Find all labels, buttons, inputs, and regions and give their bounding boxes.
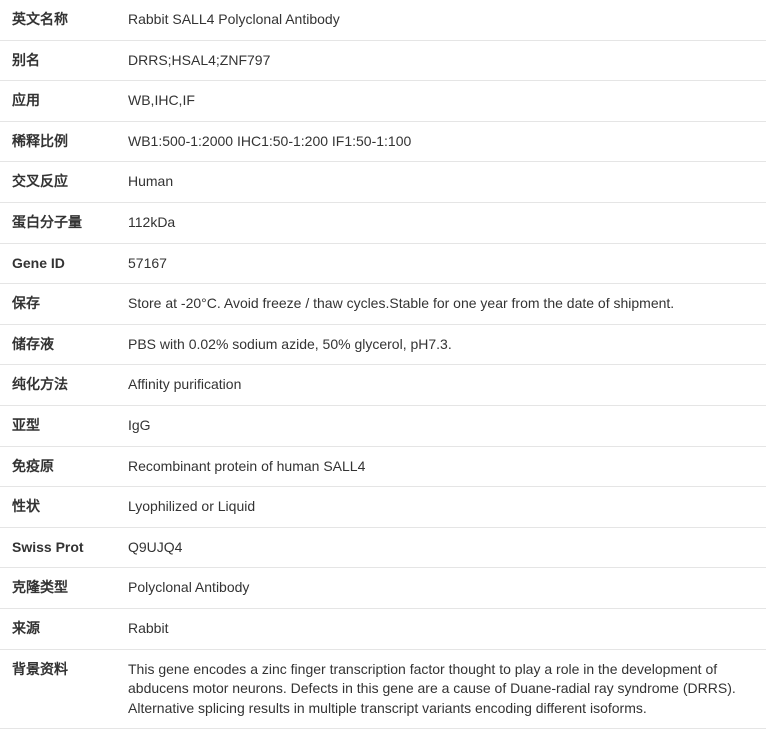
table-row: 英文名称Rabbit SALL4 Polyclonal Antibody xyxy=(0,0,766,41)
row-value: DRRS;HSAL4;ZNF797 xyxy=(128,41,766,81)
row-label: 来源 xyxy=(0,609,128,649)
table-row: 交叉反应Human xyxy=(0,162,766,203)
row-value: IgG xyxy=(128,406,766,446)
row-value: Human xyxy=(128,162,766,202)
row-label: 纯化方法 xyxy=(0,365,128,405)
table-row: 蛋白分子量112kDa xyxy=(0,203,766,244)
row-value: Rabbit SALL4 Polyclonal Antibody xyxy=(128,0,766,40)
row-label: 亚型 xyxy=(0,406,128,446)
row-value: Lyophilized or Liquid xyxy=(128,487,766,527)
row-value: PBS with 0.02% sodium azide, 50% glycero… xyxy=(128,325,766,365)
row-label: Swiss Prot xyxy=(0,528,128,568)
table-row: 来源Rabbit xyxy=(0,609,766,650)
table-row: 克隆类型Polyclonal Antibody xyxy=(0,568,766,609)
table-row: 亚型IgG xyxy=(0,406,766,447)
row-label: 储存液 xyxy=(0,325,128,365)
row-label: 性状 xyxy=(0,487,128,527)
row-value: Store at -20°C. Avoid freeze / thaw cycl… xyxy=(128,284,766,324)
table-row: 背景资料This gene encodes a zinc finger tran… xyxy=(0,650,766,729)
table-row: 免疫原Recombinant protein of human SALL4 xyxy=(0,447,766,488)
table-row: Swiss ProtQ9UJQ4 xyxy=(0,528,766,569)
row-label: 蛋白分子量 xyxy=(0,203,128,243)
row-value: Q9UJQ4 xyxy=(128,528,766,568)
row-label: 英文名称 xyxy=(0,0,128,40)
row-label: 别名 xyxy=(0,41,128,81)
row-label: 稀释比例 xyxy=(0,122,128,162)
row-label: Gene ID xyxy=(0,244,128,284)
row-label: 免疫原 xyxy=(0,447,128,487)
row-value: 112kDa xyxy=(128,203,766,243)
table-row: Gene ID57167 xyxy=(0,244,766,285)
row-value: WB1:500-1:2000 IHC1:50-1:200 IF1:50-1:10… xyxy=(128,122,766,162)
row-value: This gene encodes a zinc finger transcri… xyxy=(128,650,766,729)
row-label: 保存 xyxy=(0,284,128,324)
table-row: 纯化方法Affinity purification xyxy=(0,365,766,406)
row-value: Affinity purification xyxy=(128,365,766,405)
table-row: 应用WB,IHC,IF xyxy=(0,81,766,122)
row-label: 交叉反应 xyxy=(0,162,128,202)
row-value: Polyclonal Antibody xyxy=(128,568,766,608)
row-label: 克隆类型 xyxy=(0,568,128,608)
row-label: 应用 xyxy=(0,81,128,121)
spec-table: 英文名称Rabbit SALL4 Polyclonal Antibody别名DR… xyxy=(0,0,766,729)
row-label: 背景资料 xyxy=(0,650,128,729)
table-row: 储存液PBS with 0.02% sodium azide, 50% glyc… xyxy=(0,325,766,366)
table-row: 保存Store at -20°C. Avoid freeze / thaw cy… xyxy=(0,284,766,325)
table-row: 稀释比例WB1:500-1:2000 IHC1:50-1:200 IF1:50-… xyxy=(0,122,766,163)
table-row: 别名DRRS;HSAL4;ZNF797 xyxy=(0,41,766,82)
row-value: Recombinant protein of human SALL4 xyxy=(128,447,766,487)
row-value: Rabbit xyxy=(128,609,766,649)
row-value: 57167 xyxy=(128,244,766,284)
row-value: WB,IHC,IF xyxy=(128,81,766,121)
table-row: 性状Lyophilized or Liquid xyxy=(0,487,766,528)
